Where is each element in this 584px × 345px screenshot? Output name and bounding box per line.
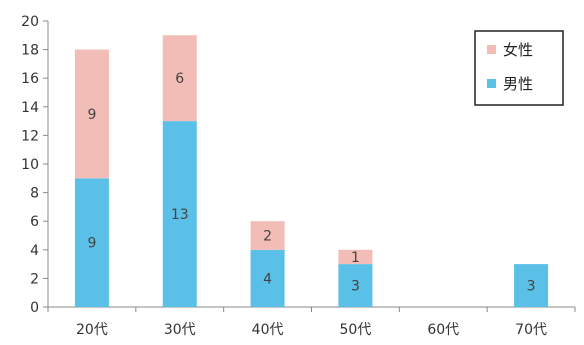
bar-segment bbox=[514, 264, 549, 307]
bar-segment bbox=[250, 249, 285, 307]
y-tick-label: 18 bbox=[21, 43, 39, 59]
y-tick-label: 6 bbox=[30, 214, 39, 230]
bar-segment bbox=[250, 221, 285, 250]
y-tick-label: 12 bbox=[21, 128, 39, 144]
y-tick-label: 20 bbox=[21, 14, 39, 30]
y-tick-label: 14 bbox=[21, 100, 39, 116]
data-label: 9 bbox=[87, 107, 96, 123]
legend-box bbox=[474, 30, 564, 106]
data-label: 6 bbox=[175, 71, 184, 87]
bars bbox=[74, 35, 549, 307]
data-label: 3 bbox=[351, 279, 360, 295]
legend-swatch bbox=[487, 45, 496, 54]
x-tick-label: 50代 bbox=[340, 322, 372, 338]
y-tick-label: 10 bbox=[21, 157, 39, 173]
legend-label: 女性 bbox=[503, 41, 533, 59]
data-label: 1 bbox=[351, 250, 360, 266]
data-label: 3 bbox=[527, 279, 536, 295]
bar-segment bbox=[162, 35, 197, 122]
y-tick-label: 16 bbox=[21, 71, 39, 87]
data-label: 2 bbox=[263, 229, 272, 245]
x-tick-label: 30代 bbox=[164, 322, 196, 338]
y-tick-label: 2 bbox=[30, 271, 39, 287]
bar-segment bbox=[74, 178, 109, 307]
legend-label: 男性 bbox=[503, 75, 533, 93]
legend-swatch bbox=[487, 79, 496, 88]
y-tick-label: 8 bbox=[30, 186, 39, 202]
data-label: 9 bbox=[87, 236, 96, 252]
bar-segment bbox=[338, 264, 373, 307]
y-tick-label: 0 bbox=[30, 300, 39, 316]
x-tick-label: 60代 bbox=[427, 322, 459, 338]
data-label: 4 bbox=[263, 271, 272, 287]
x-tick-label: 70代 bbox=[515, 322, 547, 338]
bar-segment bbox=[74, 49, 109, 179]
x-tick-label: 40代 bbox=[252, 322, 284, 338]
data-label: 13 bbox=[171, 207, 189, 223]
bar-segment bbox=[162, 121, 197, 307]
x-tick-label: 20代 bbox=[76, 322, 108, 338]
y-tick-label: 4 bbox=[30, 243, 39, 259]
bar-segment bbox=[338, 249, 373, 265]
